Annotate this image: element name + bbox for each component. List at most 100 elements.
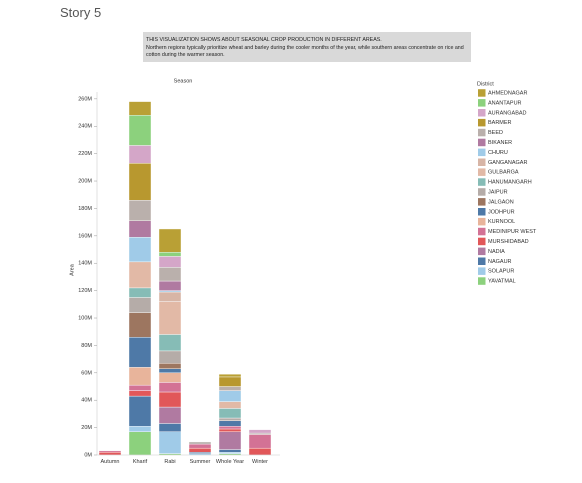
bar-segment [218, 431, 242, 450]
legend-label: KURNOOL [488, 219, 515, 225]
bar-segment [128, 390, 152, 397]
bar-segment [218, 401, 242, 409]
legend-label: ANANTAPUR [488, 100, 522, 106]
bar-segment [158, 372, 182, 383]
y-tick-label: 120M [78, 288, 92, 294]
bar-segment [218, 376, 242, 387]
y-axis-title: Area [69, 263, 75, 276]
legend-swatch [478, 208, 486, 216]
bar-segment [248, 434, 272, 449]
bar-segment [218, 428, 242, 432]
legend-swatch [478, 198, 486, 206]
legend-label: MEDINIPUR WEST [488, 229, 537, 235]
legend-swatch [478, 217, 486, 226]
bar-segment [128, 287, 152, 298]
bar-segment [158, 350, 182, 364]
bar-segment [158, 368, 182, 374]
caption-heading: THIS VISUALIZATION SHOWS ABOUT SEASONAL … [146, 37, 382, 43]
bar-segment [158, 363, 182, 369]
bar-segment [188, 443, 212, 449]
bar-segment [128, 426, 152, 432]
bar-segment [158, 334, 182, 352]
x-tick-label: Summer [189, 459, 211, 465]
y-tick-label: 240M [78, 124, 92, 130]
bar-segment [158, 382, 182, 393]
y-tick-label: 160M [78, 233, 92, 239]
x-tick-label: Whole Year [215, 459, 245, 465]
legend-label: BARMER [488, 120, 512, 126]
bar-segment [188, 441, 212, 445]
bar-segment [158, 291, 182, 302]
bar-segment [218, 420, 242, 427]
bar-segment [128, 384, 152, 391]
legend-label: JODHPUR [488, 209, 515, 215]
bar-segment [128, 163, 152, 201]
x-tick-label: Kharif [132, 459, 148, 465]
bar-segment [128, 431, 152, 456]
y-tick-label: 100M [78, 315, 92, 321]
y-tick-label: 200M [78, 178, 92, 184]
bar-segment [98, 452, 122, 456]
legend-label: SOLAPUR [488, 269, 514, 275]
caption-box: THIS VISUALIZATION SHOWS ABOUT SEASONAL … [143, 32, 471, 62]
legend-swatch [478, 267, 486, 275]
bar-segment [158, 280, 182, 291]
legend-label: NAGAUR [488, 259, 512, 265]
bar-segment [158, 252, 182, 257]
bar-segment [218, 390, 242, 402]
bar-segment [158, 406, 182, 424]
bar-segment [128, 336, 152, 368]
legend-label: NADIA [488, 249, 505, 255]
bar-segment [128, 115, 152, 146]
bar-segment [128, 312, 152, 338]
legend-label: HANUMANGARH [488, 180, 532, 186]
legend-label: GULBARGA [488, 170, 519, 176]
legend-swatch [478, 148, 486, 157]
bar-segment [218, 408, 242, 419]
bar-segment [158, 431, 182, 454]
legend-label: CHURU [488, 150, 508, 156]
bar-segment [128, 261, 152, 289]
bar-segment [248, 447, 272, 456]
legend-swatch [478, 188, 486, 196]
bar-segment [128, 297, 152, 313]
legend-label: BEED [488, 130, 503, 136]
bar-segment [158, 301, 182, 335]
bar-segment [158, 228, 182, 253]
legend-swatch [478, 158, 486, 166]
bar-segment [248, 429, 272, 434]
legend-label: AURANGABAD [488, 110, 527, 116]
legend-swatch [478, 178, 486, 186]
legend-label: YAVATMAL [488, 279, 516, 285]
legend-swatch [478, 237, 486, 246]
legend-swatch [478, 257, 486, 265]
bar-segment [158, 290, 182, 293]
bar-segment [158, 423, 182, 432]
bar-segment [128, 395, 152, 427]
legend-swatch [478, 168, 486, 176]
chart-title: Season [174, 78, 193, 84]
bar-segment [128, 200, 152, 221]
bar-segment [98, 450, 122, 453]
legend-swatch [478, 128, 486, 137]
legend-title: District [477, 81, 494, 87]
bar-segment [218, 373, 242, 378]
y-tick-label: 180M [78, 206, 92, 212]
story-title: Story 5 [60, 5, 102, 20]
y-tick-label: 0M [84, 452, 92, 458]
legend-swatch [478, 227, 486, 236]
legend-swatch [478, 109, 486, 117]
legend-swatch [478, 247, 486, 256]
bar-segment [128, 236, 152, 263]
bar-segment [218, 386, 242, 391]
legend-label: GANGANAGAR [488, 160, 527, 166]
y-tick-label: 20M [81, 425, 92, 431]
legend-label: JALGAON [488, 199, 514, 205]
x-tick-label: Rabi [164, 459, 176, 465]
legend-swatch [478, 277, 486, 285]
bar-segment [218, 452, 242, 454]
bar-segment [188, 452, 212, 454]
bar-segment [128, 220, 152, 238]
